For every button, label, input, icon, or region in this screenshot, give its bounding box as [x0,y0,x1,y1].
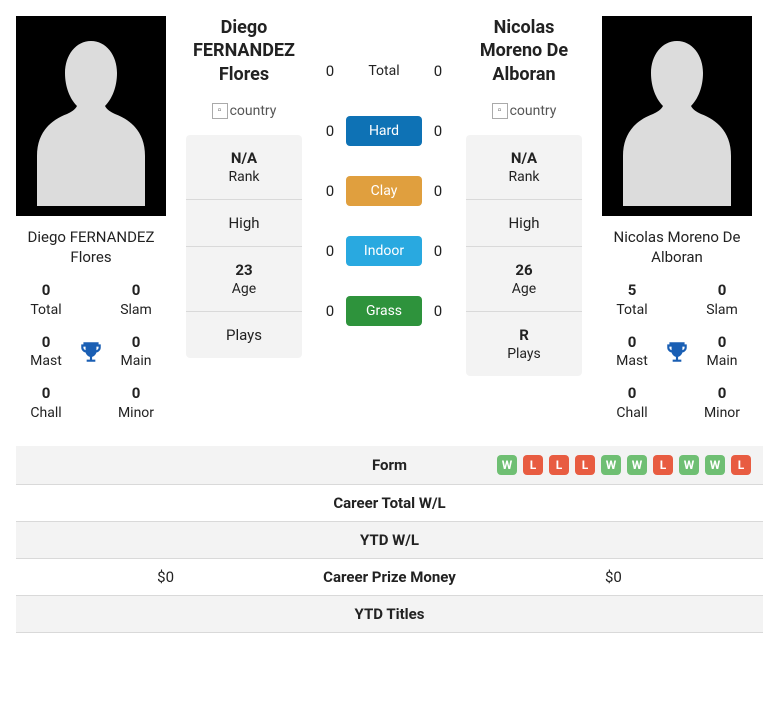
stat-total: 0Total [16,281,76,319]
win-badge: W [705,455,725,475]
broken-image-icon: ▫ [492,103,508,119]
player-name-right: Nicolas Moreno De Alboran [602,228,752,267]
loss-badge: L [549,455,569,475]
trophy-icon [662,339,692,365]
info-col-left: Diego FERNANDEZ Flores ▫ country N/A Ran… [186,16,302,358]
win-badge: W [497,455,517,475]
stat-minor: 0Minor [692,384,752,422]
info-age: 23 Age [186,247,302,312]
row-ytd-wl: YTD W/L [16,522,763,559]
row-prize: $0 Career Prize Money $0 [16,559,763,596]
h2h-grass: 0 Grass 0 [322,296,446,326]
stat-slam: 0Slam [692,281,752,319]
player-card-right: Nicolas Moreno De Alboran 5Total 0Slam 0… [602,16,752,422]
player-card-left: Diego FERNANDEZ Flores 0Total 0Slam 0Mas… [16,16,166,422]
flag-right: ▫ country [492,103,557,119]
info-plays: Plays [186,312,302,358]
title-stats-right: 5Total 0Slam 0Mast 0Main 0Chall 0Minor [602,281,752,422]
loss-badge: L [575,455,595,475]
win-badge: W [679,455,699,475]
info-rank: N/A Rank [466,135,582,200]
stat-chall: 0Chall [16,384,76,422]
flag-left: ▫ country [212,103,277,119]
loss-badge: L [523,455,543,475]
top-section: Diego FERNANDEZ Flores 0Total 0Slam 0Mas… [16,16,763,422]
info-col-right: Nicolas Moreno De Alboran ▫ country N/A … [466,16,582,376]
h2h-indoor: 0 Indoor 0 [322,236,446,266]
avatar-left [16,16,166,216]
form-right: WLLLWWLWWL [427,455,751,475]
stat-mast: 0Mast [602,333,662,371]
stat-total: 5Total [602,281,662,319]
info-high: High [466,200,582,247]
h2h-hard: 0 Hard 0 [322,116,446,146]
loss-badge: L [653,455,673,475]
win-badge: W [627,455,647,475]
info-title-right: Nicolas Moreno De Alboran [466,16,582,86]
h2h-clay: 0 Clay 0 [322,176,446,206]
stat-main: 0Main [692,333,752,371]
info-rank: N/A Rank [186,135,302,200]
broken-image-icon: ▫ [212,103,228,119]
row-career-wl: Career Total W/L [16,485,763,522]
info-high: High [186,200,302,247]
avatar-right [602,16,752,216]
info-title-left: Diego FERNANDEZ Flores [186,16,302,86]
stat-main: 0Main [106,333,166,371]
row-form: Form WLLLWWLWWL [16,446,763,485]
h2h-total: 0 Total 0 [322,56,446,86]
info-age: 26 Age [466,247,582,312]
trophy-icon [76,339,106,365]
row-ytd-titles: YTD Titles [16,596,763,633]
stat-minor: 0Minor [106,384,166,422]
silhouette-icon [31,26,151,206]
stat-chall: 0Chall [602,384,662,422]
player-name-left: Diego FERNANDEZ Flores [16,228,166,267]
loss-badge: L [731,455,751,475]
info-rows-right: N/A Rank High 26 Age R Plays [466,135,582,376]
info-rows-left: N/A Rank High 23 Age Plays [186,135,302,358]
silhouette-icon [617,26,737,206]
title-stats-left: 0Total 0Slam 0Mast 0Main 0Chall 0Minor [16,281,166,422]
stat-mast: 0Mast [16,333,76,371]
stat-slam: 0Slam [106,281,166,319]
info-plays: R Plays [466,312,582,376]
win-badge: W [601,455,621,475]
h2h-col: 0 Total 0 0 Hard 0 0 Clay 0 0 Indoor 0 0… [322,16,446,356]
compare-table: Form WLLLWWLWWL Career Total W/L YTD W/L… [16,446,763,633]
